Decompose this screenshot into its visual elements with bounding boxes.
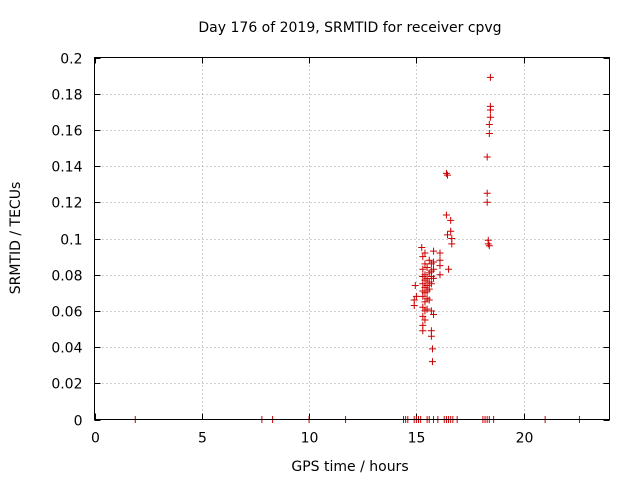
y-tick-label: 0.12 (51, 196, 82, 212)
data-point (485, 242, 493, 250)
data-point (411, 282, 419, 290)
data-point (483, 153, 491, 161)
data-point (430, 258, 438, 266)
data-point (430, 274, 438, 282)
data-point (419, 327, 427, 335)
y-tick-label: 0.16 (51, 124, 82, 140)
data-point (486, 102, 494, 110)
axis-ticks: 0 0.02 0.04 0.06 0.08 0.1 0.12 0.14 0.16 0.18 0.2 0… (51, 52, 610, 447)
y-tick-label: 0.18 (51, 88, 82, 104)
y-tick-label: 0.2 (60, 52, 82, 68)
data-point (421, 316, 429, 324)
data-point (418, 244, 426, 252)
data-point (428, 358, 436, 366)
data-point (430, 247, 438, 255)
data-point (430, 311, 438, 319)
data-point (443, 231, 451, 239)
y-tick-label: 0.02 (51, 377, 82, 393)
data-point (421, 298, 429, 306)
y-tick-label: 0.1 (60, 233, 82, 249)
x-tick-label: 10 (301, 431, 319, 447)
data-point (419, 265, 427, 273)
data-point (485, 130, 493, 138)
data-point (448, 240, 456, 248)
grid (94, 57, 610, 420)
data-point (427, 332, 435, 340)
plot-frame (94, 57, 610, 420)
data-point (419, 280, 427, 288)
data-point (443, 171, 451, 179)
data-point (423, 305, 431, 313)
y-tick-label: 0.14 (51, 160, 82, 176)
data-point (423, 274, 431, 282)
data-point (484, 240, 492, 248)
data-point (430, 265, 438, 273)
x-axis-label: GPS time / hours (291, 459, 408, 475)
data-point (436, 249, 444, 257)
data-point (421, 249, 429, 257)
data-points (131, 73, 583, 423)
data-point (425, 256, 433, 264)
data-point (410, 296, 418, 304)
data-point (427, 307, 435, 315)
x-tick-label: 15 (408, 431, 426, 447)
data-point (436, 262, 444, 270)
data-point (483, 198, 491, 206)
x-tick-label: 20 (516, 431, 534, 447)
data-point (425, 285, 433, 293)
data-point (447, 227, 455, 235)
data-point (442, 169, 450, 177)
data-point (436, 271, 444, 279)
y-tick-label: 0.08 (51, 269, 82, 285)
data-point (486, 73, 494, 81)
x-tick-label: 0 (91, 431, 100, 447)
y-tick-label: 0.06 (51, 305, 82, 321)
data-point (428, 345, 436, 353)
y-axis-label: SRMTID / TECUs (8, 182, 24, 295)
data-point (419, 253, 427, 261)
data-point (486, 113, 494, 121)
data-point (483, 189, 491, 197)
data-point (442, 211, 450, 219)
data-point (421, 260, 429, 268)
data-point (419, 312, 427, 320)
data-point (412, 292, 420, 300)
data-point (425, 296, 433, 304)
data-point (485, 120, 493, 128)
data-point (419, 292, 427, 300)
chart-title: Day 176 of 2019, SRMTID for receiver cpv… (198, 20, 501, 36)
data-point (445, 265, 453, 273)
data-point (423, 263, 431, 271)
y-tick-label: 0.04 (51, 341, 82, 357)
y-tick-label: 0 (74, 414, 83, 430)
data-point (419, 303, 427, 311)
data-point (447, 216, 455, 224)
x-tick-label: 5 (198, 431, 207, 447)
data-point (427, 280, 435, 288)
